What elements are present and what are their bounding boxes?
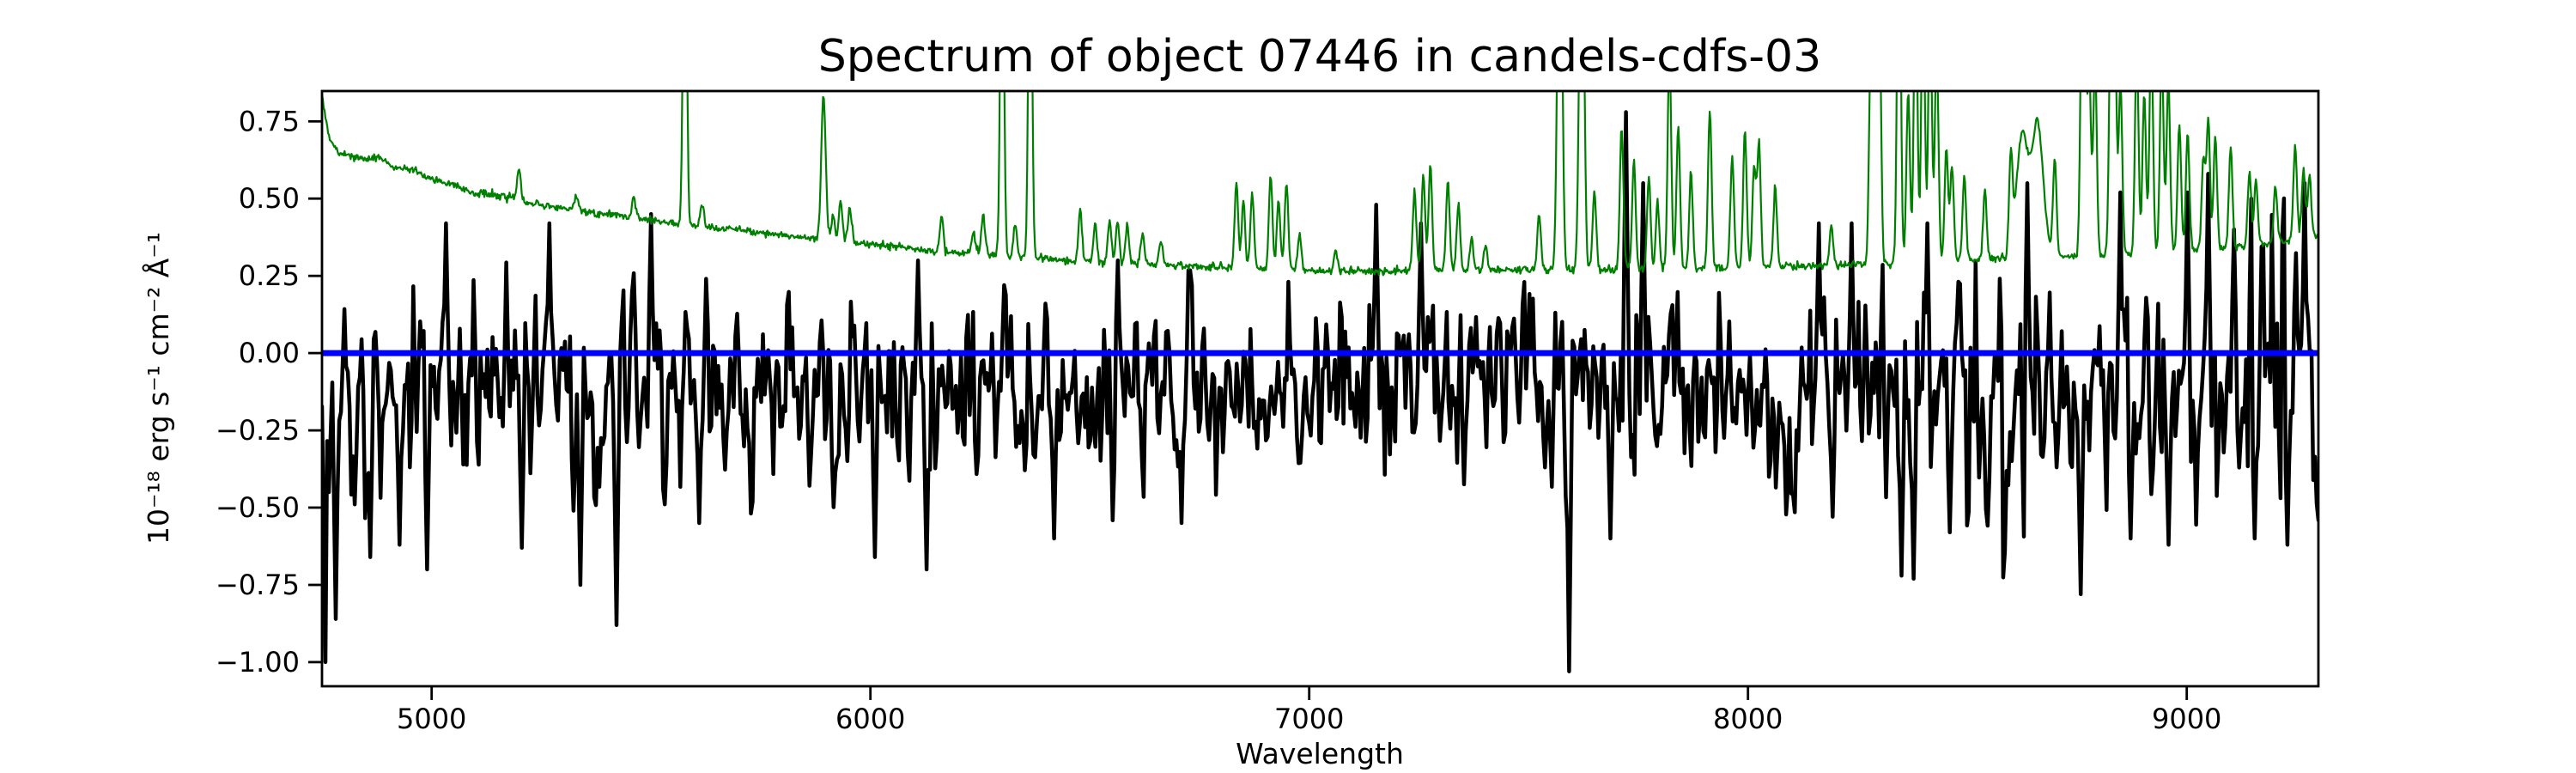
chart-title: Spectrum of object 07446 in candels-cdfs… bbox=[818, 31, 1821, 82]
flux-spectrum-line bbox=[322, 110, 2318, 673]
x-tick-label: 8000 bbox=[1713, 703, 1783, 735]
x-tick-label: 6000 bbox=[835, 703, 905, 735]
x-tick-label: 5000 bbox=[397, 703, 466, 735]
x-axis-label: Wavelength bbox=[1236, 737, 1404, 770]
x-tick-label: 7000 bbox=[1274, 703, 1344, 735]
y-tick-label: −0.50 bbox=[216, 491, 300, 524]
plot-area-border bbox=[320, 89, 2320, 688]
y-tick-label: −0.75 bbox=[216, 569, 300, 601]
y-tick-label: −1.00 bbox=[216, 646, 300, 679]
y-tick-label: 0.50 bbox=[239, 182, 300, 215]
x-axis-ticks: 5000 6000 7000 8000 9000 bbox=[397, 686, 2221, 735]
y-tick-label: 0.25 bbox=[239, 259, 300, 292]
x-tick-label: 9000 bbox=[2152, 703, 2221, 735]
y-tick-label: 0.00 bbox=[239, 337, 300, 369]
noise-spectrum-line bbox=[322, 91, 2318, 277]
y-tick-label: 0.75 bbox=[239, 105, 300, 137]
y-axis-label: 10⁻¹⁸ erg s⁻¹ cm⁻² Å⁻¹ bbox=[141, 232, 175, 545]
series-layer bbox=[322, 91, 2318, 673]
y-axis-ticks: 0.75 0.50 0.25 0.00 −0.25 −0.50 −0.75 −1.00 bbox=[216, 105, 322, 679]
y-tick-label: −0.25 bbox=[216, 414, 300, 447]
